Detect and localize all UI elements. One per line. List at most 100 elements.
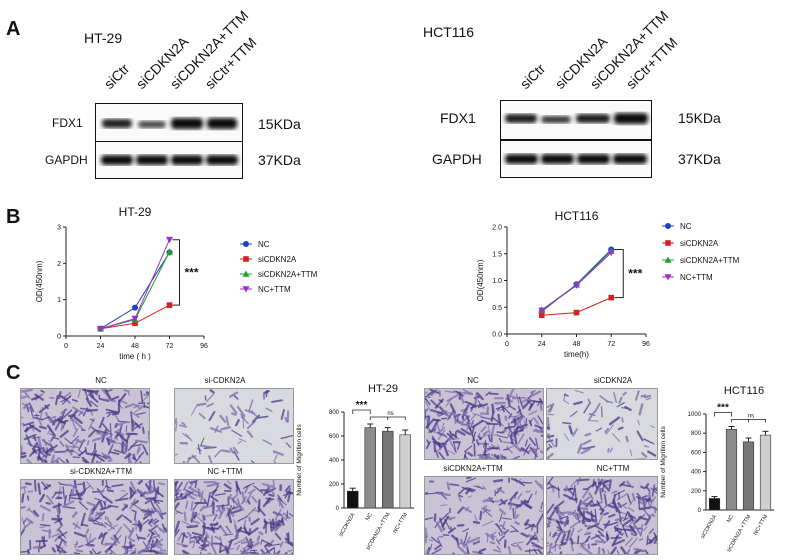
cell-mark bbox=[526, 443, 531, 450]
cell-mark bbox=[184, 489, 193, 494]
cell-mark bbox=[237, 516, 248, 522]
legend-label: siCDKN2A bbox=[680, 239, 719, 248]
cell-mark bbox=[447, 437, 460, 441]
cell-mark bbox=[44, 404, 49, 410]
cell-mark bbox=[430, 419, 439, 433]
cell-mark bbox=[21, 528, 26, 537]
point bbox=[166, 236, 173, 244]
cell-mark bbox=[530, 541, 543, 550]
legend-label: NC bbox=[258, 240, 270, 249]
cell-mark bbox=[236, 405, 246, 417]
cell-mark bbox=[513, 432, 518, 445]
lane-label: siCtr bbox=[100, 60, 133, 92]
cell-mark bbox=[533, 548, 538, 554]
cell-mark bbox=[40, 524, 51, 527]
cell-mark bbox=[272, 450, 284, 456]
cell-mark bbox=[510, 415, 520, 419]
cell-mark bbox=[44, 446, 54, 454]
cell-mark bbox=[261, 539, 273, 546]
cell-mark bbox=[39, 526, 46, 529]
cell-mark bbox=[569, 537, 574, 545]
cell-mark bbox=[177, 532, 184, 542]
cell-mark bbox=[139, 461, 142, 463]
cell-mark bbox=[580, 539, 589, 546]
cell-mark bbox=[118, 392, 127, 403]
cell-mark bbox=[628, 524, 638, 536]
cell-mark bbox=[137, 402, 144, 405]
y-tick-label: 2 bbox=[57, 261, 61, 268]
cell-mark bbox=[471, 420, 484, 429]
cell-mark bbox=[582, 496, 591, 504]
cell-mark bbox=[140, 509, 155, 514]
micrograph-si-ttm bbox=[20, 479, 168, 555]
cell-mark bbox=[496, 435, 508, 439]
cell-mark bbox=[511, 396, 521, 400]
cell-mark bbox=[92, 522, 104, 526]
cell-mark bbox=[144, 496, 156, 505]
cell-mark bbox=[31, 396, 39, 401]
significance-label: *** bbox=[356, 400, 368, 411]
cell-mark bbox=[510, 544, 517, 548]
cell-mark bbox=[198, 546, 207, 551]
cell-mark bbox=[549, 402, 555, 413]
cell-mark bbox=[538, 483, 543, 486]
cell-mark bbox=[135, 439, 148, 444]
cell-mark bbox=[136, 447, 142, 455]
cell-mark bbox=[442, 422, 445, 428]
cell-mark bbox=[584, 532, 591, 536]
cell-mark bbox=[250, 409, 259, 419]
cell-mark bbox=[496, 545, 501, 551]
cell-mark bbox=[436, 410, 444, 416]
cell-mark bbox=[133, 422, 143, 430]
cell-mark bbox=[154, 551, 159, 554]
cell-mark bbox=[643, 394, 652, 399]
cell-mark bbox=[286, 532, 290, 541]
blot-gapdh-hct116 bbox=[500, 140, 652, 178]
cell-mark bbox=[263, 520, 269, 525]
cell-mark bbox=[425, 408, 429, 414]
cell-mark bbox=[61, 395, 72, 405]
cell-mark bbox=[71, 511, 78, 518]
cell-mark bbox=[108, 409, 117, 414]
cell-mark bbox=[640, 523, 644, 530]
cell-mark bbox=[189, 482, 194, 489]
cell-mark bbox=[181, 520, 192, 527]
cell-mark bbox=[229, 404, 238, 414]
cell-mark bbox=[457, 494, 462, 502]
cell-mark bbox=[190, 405, 198, 416]
cell-mark bbox=[137, 536, 147, 540]
cell-mark bbox=[42, 529, 52, 533]
cell-mark bbox=[583, 517, 598, 522]
cell-mark bbox=[54, 418, 62, 431]
cell-mark bbox=[429, 543, 433, 551]
cell-mark bbox=[273, 518, 277, 532]
cell-mark bbox=[136, 412, 146, 416]
band bbox=[171, 155, 203, 165]
cell-mark bbox=[581, 488, 590, 499]
point bbox=[97, 325, 104, 333]
cell-mark bbox=[96, 430, 102, 435]
cell-mark bbox=[482, 507, 491, 512]
cell-mark bbox=[491, 531, 497, 536]
cell-mark bbox=[622, 518, 633, 527]
cell-mark bbox=[63, 494, 68, 505]
cell-mark bbox=[228, 391, 239, 398]
cell-mark bbox=[21, 493, 25, 503]
cell-mark bbox=[582, 439, 592, 445]
cell-mark bbox=[73, 416, 83, 424]
cell-mark bbox=[226, 480, 232, 485]
cell-mark bbox=[60, 408, 68, 414]
y-tick-label: 1.5 bbox=[492, 251, 502, 258]
cell-mark bbox=[216, 525, 222, 531]
cell-mark bbox=[609, 447, 613, 453]
cell-mark bbox=[51, 547, 56, 553]
cell-mark bbox=[648, 535, 657, 545]
cell-mark bbox=[37, 482, 42, 496]
cell-mark bbox=[441, 417, 448, 420]
cell-mark bbox=[32, 436, 41, 439]
cell-mark bbox=[284, 485, 291, 492]
cell-mark bbox=[564, 485, 568, 492]
cell-mark bbox=[606, 531, 609, 542]
cell-mark bbox=[638, 516, 648, 521]
cell-mark bbox=[139, 395, 149, 404]
